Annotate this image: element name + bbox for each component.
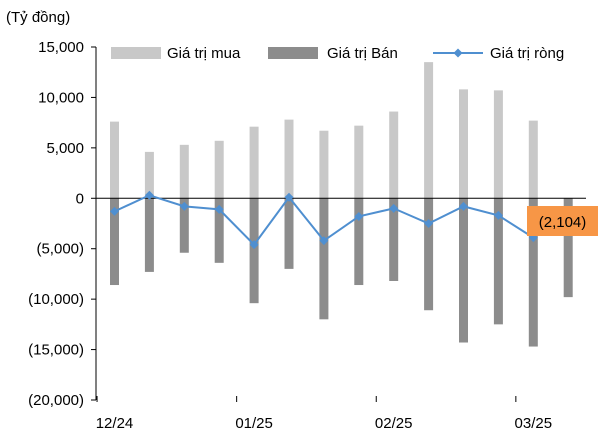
- buy-bar-11: [493, 90, 503, 199]
- axes: [95, 47, 586, 402]
- sell-bar-10: [459, 198, 468, 343]
- sell-bar-6: [319, 198, 329, 320]
- legend-label-buy: Giá trị mua: [167, 45, 241, 62]
- net-point-9: [424, 219, 434, 228]
- legend-swatch-buy: [111, 47, 161, 59]
- legend-swatch-net-marker: [453, 48, 463, 58]
- net-point-7: [354, 211, 364, 221]
- net-point-6: [319, 236, 329, 246]
- buy-bar-12: [528, 120, 538, 199]
- buy-bar-1: [144, 151, 154, 199]
- buy-bar-0: [110, 121, 119, 199]
- net-point-8: [389, 203, 399, 213]
- callout-label: (2,104): [539, 214, 587, 231]
- net-point-10: [459, 201, 468, 211]
- sell-bar-2: [179, 198, 189, 253]
- x-tick-label-0: 12/24: [96, 415, 134, 432]
- net-point-5: [284, 192, 294, 202]
- x-tick-label-12: 03/25: [515, 415, 553, 432]
- sell-bar-11: [493, 198, 503, 325]
- net-point-0: [110, 206, 119, 216]
- y-tick-label-6: (15,000): [28, 342, 84, 359]
- x-tick-label-4: 01/25: [235, 415, 273, 432]
- net-point-3: [214, 204, 224, 214]
- callout-box: [527, 206, 598, 236]
- y-axis: 15,000 10,000 5,000 0 (5,000) (10,000) (15,000…: [28, 39, 96, 409]
- net-point-1: [144, 190, 154, 200]
- x-tick-label-8: 02/25: [375, 415, 413, 432]
- x-axis: 12/24 01/25 02/25 03/25: [96, 415, 552, 432]
- y-tick-label-4: (5,000): [36, 241, 84, 258]
- net-point-11: [493, 210, 503, 220]
- buy-bar-2: [179, 144, 189, 199]
- sell-bar-0: [110, 198, 119, 286]
- sell-bar-8: [389, 198, 399, 281]
- legend-label-net: Giá trị ròng: [490, 45, 564, 62]
- bar-series: [110, 62, 573, 347]
- unit-label: (Tỷ đồng): [6, 9, 70, 26]
- buy-bar-6: [319, 130, 329, 199]
- sell-bar-3: [214, 198, 224, 263]
- sell-bar-7: [354, 198, 364, 286]
- y-tick-label-3: 0: [76, 190, 84, 207]
- buy-bar-8: [389, 111, 399, 199]
- sell-bar-1: [144, 198, 154, 272]
- buy-bar-10: [459, 89, 468, 199]
- legend-swatch-sell: [268, 47, 318, 59]
- sell-bar-4: [249, 198, 259, 304]
- buy-bar-3: [214, 140, 224, 199]
- sell-bar-5: [284, 198, 294, 269]
- legend-label-sell: Giá trị Bán: [327, 45, 398, 62]
- sell-bar-12: [528, 198, 538, 347]
- net-point-2: [179, 201, 189, 211]
- y-tick-label-1: 10,000: [38, 89, 84, 106]
- sell-bar-13: [563, 198, 573, 298]
- net-point-4: [249, 240, 259, 250]
- y-tick-label-0: 15,000: [38, 39, 84, 56]
- buy-bar-9: [424, 62, 434, 199]
- buy-bar-7: [354, 125, 364, 199]
- sell-bar-9: [424, 198, 434, 311]
- y-tick-label-5: (10,000): [28, 291, 84, 308]
- last-value-callout: (2,104): [527, 206, 598, 236]
- y-tick-label-7: (20,000): [28, 392, 84, 409]
- buy-bar-5: [284, 119, 294, 199]
- legend: Giá trị mua Giá trị Bán Giá trị ròng: [111, 45, 564, 62]
- y-tick-label-2: 5,000: [46, 140, 84, 157]
- buy-bar-4: [249, 126, 259, 199]
